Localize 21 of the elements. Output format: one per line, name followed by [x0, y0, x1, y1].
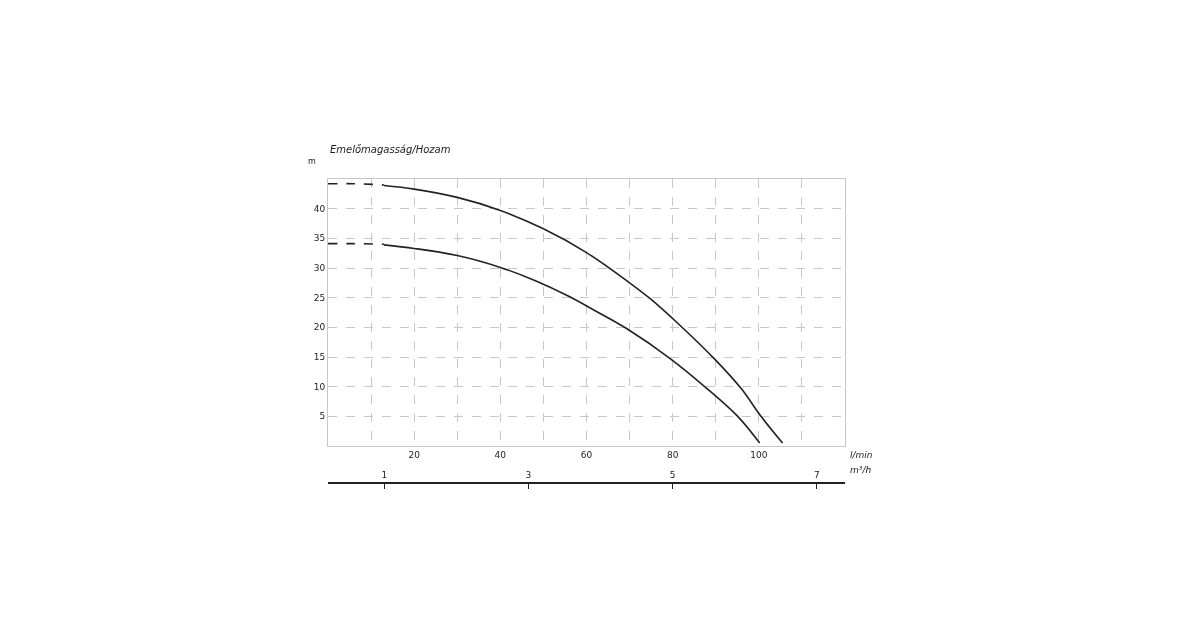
x-tick-label: 20: [408, 449, 421, 460]
y-tick-label: 35: [313, 233, 326, 244]
x-axis-title: l/min: [850, 450, 873, 460]
x2-tick-label: 3: [525, 470, 532, 481]
y-tick-label: 5: [319, 411, 326, 422]
chart-title: Emelőmagasság/Hozam: [330, 144, 451, 155]
y-tick-label: 20: [313, 322, 326, 333]
y-tick-label: 40: [313, 203, 326, 214]
x2-tick-label: 7: [814, 470, 820, 481]
y-tick-label: 30: [313, 263, 326, 274]
x-tick-label: 40: [494, 449, 507, 460]
x2-tick-label: 5: [669, 470, 676, 481]
x-tick-label: 100: [750, 449, 768, 460]
x2-tick-label: 1: [381, 470, 388, 481]
y-tick-label: 15: [313, 352, 326, 363]
x-tick-label: 60: [580, 449, 593, 460]
x2-axis-title: m³/h: [850, 465, 872, 475]
y-tick-label: 25: [313, 292, 326, 303]
y-tick-label: 10: [313, 381, 326, 392]
x-tick-label: 80: [666, 449, 679, 460]
y-axis-title: m: [308, 157, 316, 166]
